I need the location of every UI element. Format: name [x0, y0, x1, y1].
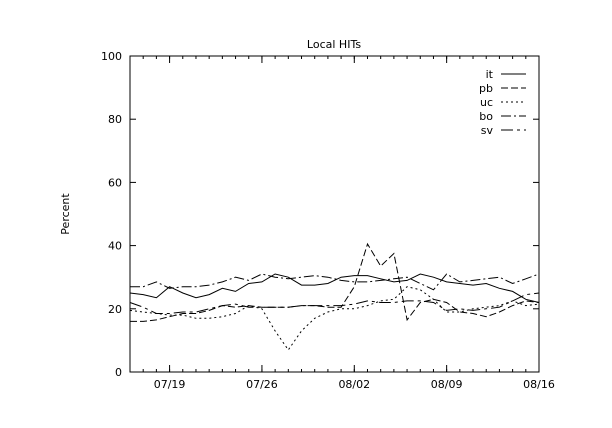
x-tick-label: 07/26: [246, 378, 278, 391]
series-line-it: [129, 273, 540, 303]
y-tick-label: 100: [101, 50, 122, 63]
y-tick-label: 80: [108, 113, 122, 126]
legend-label-uc: uc: [480, 96, 493, 109]
legend-label-it: it: [486, 68, 494, 81]
x-tick-label: 08/02: [338, 378, 370, 391]
series-line-sv: [129, 292, 540, 314]
series-line-pb: [130, 242, 540, 322]
x-axis-ticks: 07/19 07/26 08/02 08/09 08/16: [129, 56, 555, 391]
y-tick-label: 20: [108, 303, 122, 316]
series-line-bo: [130, 273, 540, 291]
chart-title: Local HITs: [307, 38, 361, 51]
legend-label-bo: bo: [479, 110, 493, 123]
y-tick-label: 0: [115, 366, 122, 379]
y-axis-ticks: 0 20 40 60 80 100: [101, 50, 539, 379]
y-tick-label: 40: [108, 240, 122, 253]
plot-frame: [129, 55, 540, 373]
legend-label-pb: pb: [479, 82, 493, 95]
y-axis-label: Percent: [59, 193, 72, 235]
y-tick-label: 60: [108, 176, 122, 189]
series-lines: [129, 242, 540, 351]
x-tick-label: 08/16: [523, 378, 555, 391]
x-tick-label: 08/09: [431, 378, 463, 391]
legend-label-sv: sv: [481, 124, 494, 137]
x-tick-label: 07/19: [154, 378, 186, 391]
